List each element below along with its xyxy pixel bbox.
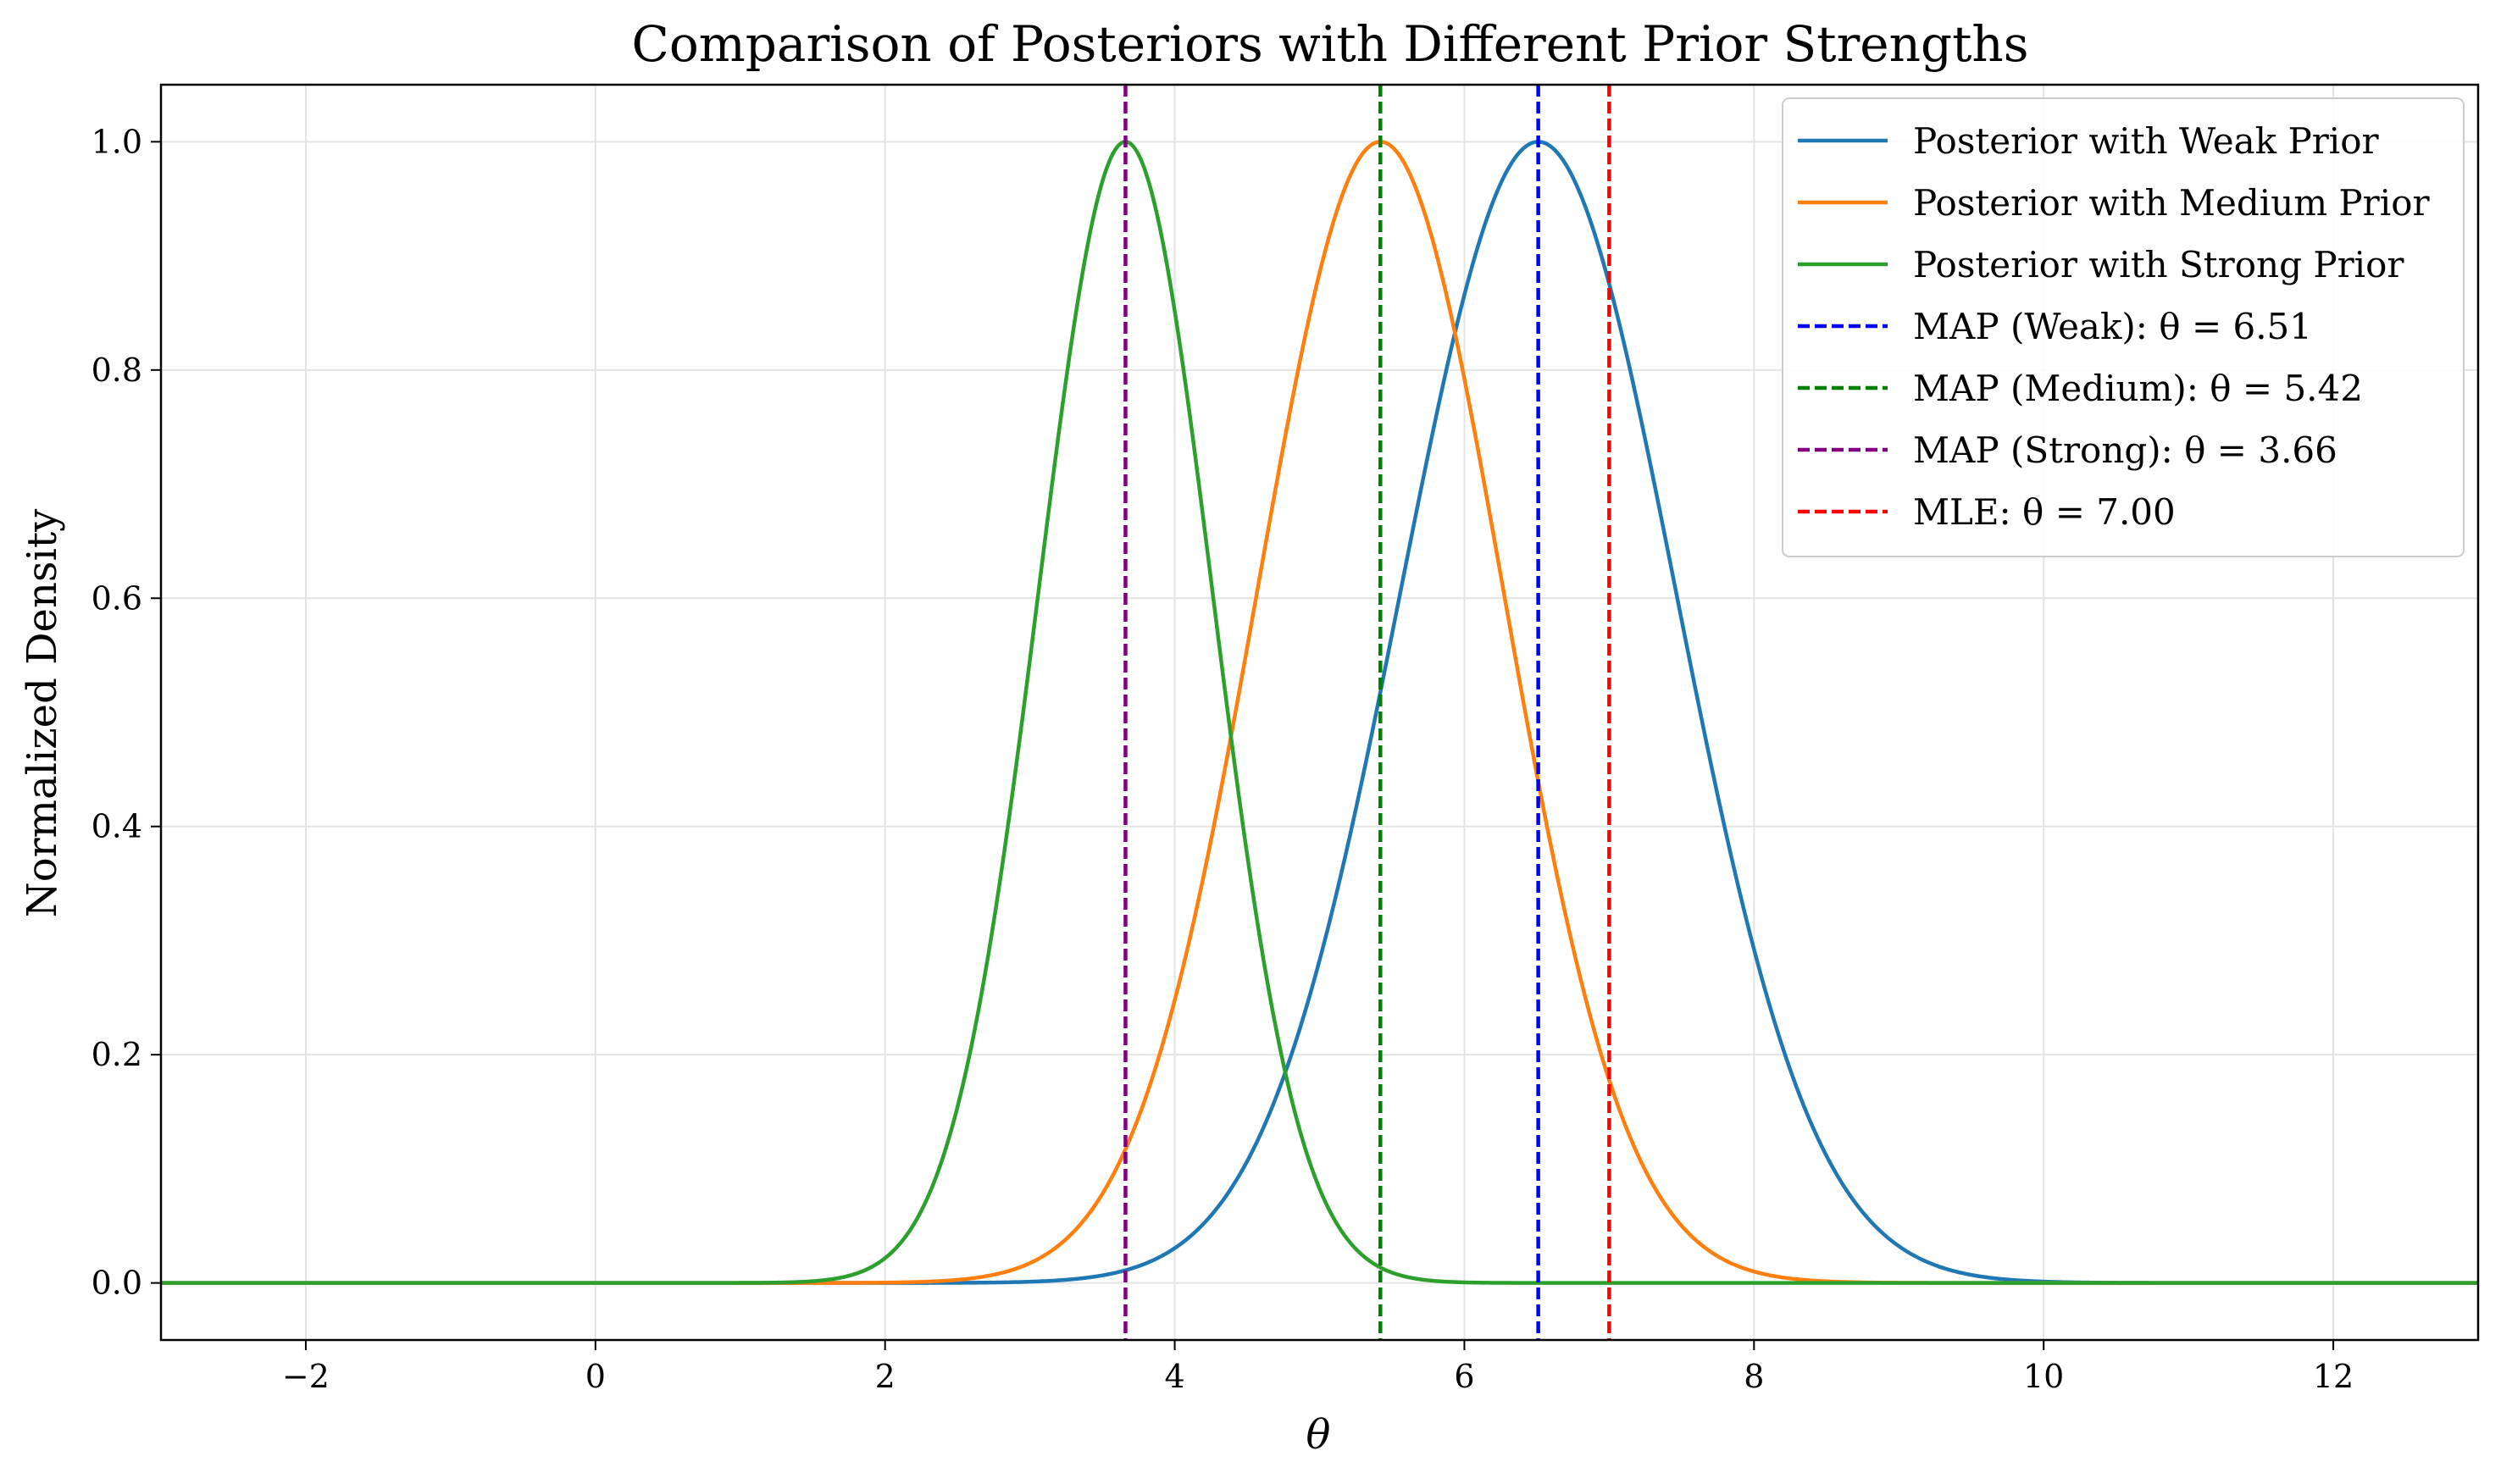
x-tick-label: 2 — [875, 1358, 896, 1395]
y-tick-label: 0.8 — [92, 352, 142, 389]
y-tick-label: 0.0 — [92, 1265, 142, 1302]
plot-area — [161, 85, 2478, 1340]
x-tick-label: 8 — [1744, 1358, 1764, 1395]
plot-frame — [159, 83, 2480, 1342]
legend-label: MAP (Weak): θ = 6.51 — [1913, 306, 2312, 347]
x-tick-label: 0 — [585, 1358, 606, 1395]
y-tick-label: 0.4 — [92, 808, 142, 845]
x-tick-label: 10 — [2023, 1358, 2064, 1395]
chart-title: Comparison of Posteriors with Different … — [631, 15, 2028, 73]
y-tick-label: 0.6 — [92, 579, 142, 617]
y-tick-label: 0.2 — [92, 1036, 142, 1073]
legend-box — [1782, 97, 2465, 557]
legend-label: Posterior with Strong Prior — [1913, 244, 2404, 285]
legend-label: MAP (Strong): θ = 3.66 — [1913, 429, 2337, 471]
y-tick-label: 1.0 — [92, 123, 142, 160]
legend-label: Posterior with Medium Prior — [1913, 182, 2430, 224]
y-axis-label: Normalized Density — [19, 509, 66, 918]
x-tick-label: −2 — [282, 1358, 330, 1395]
x-tick-label: 4 — [1164, 1358, 1184, 1395]
x-tick-label: 12 — [2313, 1358, 2354, 1395]
x-axis-label: θ — [1306, 1411, 1331, 1459]
series-line-3 — [161, 140, 2478, 1285]
legend: Posterior with Weak Prior Posterior with … — [1782, 97, 2465, 557]
ticks: −2 0 2 4 6 8 10 12 0.0 0.2 0.4 0.6 0.8 1.0 — [92, 123, 2354, 1395]
legend-label: MLE: θ = 7.00 — [1913, 491, 2176, 533]
legend-label: Posterior with Weak Prior — [1913, 120, 2380, 162]
legend-label: MAP (Medium): θ = 5.42 — [1913, 368, 2363, 409]
x-tick-label: 6 — [1454, 1358, 1474, 1395]
